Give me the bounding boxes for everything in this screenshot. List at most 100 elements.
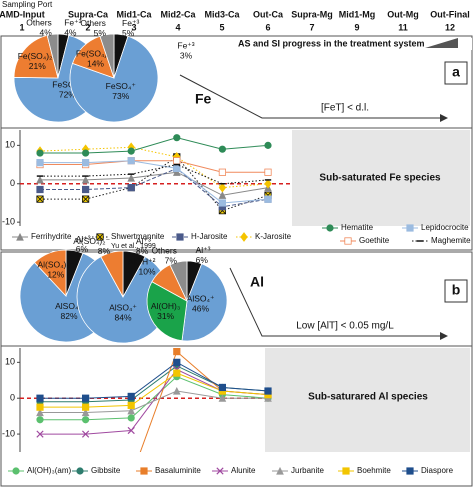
- legend-label: Shwertmannite: [111, 232, 165, 241]
- series-line: [40, 361, 269, 399]
- marker: [82, 416, 90, 424]
- slice-name: Al(SO₄)₂⁻: [73, 236, 110, 246]
- port-number: 4: [175, 22, 180, 32]
- marker: [218, 199, 226, 207]
- marker: [36, 403, 44, 411]
- marker: [36, 408, 44, 417]
- marker: [36, 430, 44, 438]
- marker: [172, 386, 181, 395]
- marker: [76, 467, 84, 475]
- marker: [173, 164, 181, 172]
- slice-name: Al⁺³: [196, 245, 211, 255]
- legend-label: Alunite: [231, 466, 256, 475]
- extra-value: 3%: [180, 50, 193, 60]
- slice-value: 84%: [114, 312, 131, 322]
- plot-area: [36, 348, 272, 452]
- plot-area: [36, 134, 272, 215]
- marker: [82, 403, 90, 411]
- slice-name: AlSO₄⁺: [55, 301, 83, 311]
- threshold-note: Low [AlT] < 0.05 mg/L: [296, 321, 394, 332]
- slice-name: FeSO₄⁺: [106, 81, 137, 91]
- legend-label: Maghemite: [431, 236, 471, 245]
- slice-name: Others: [151, 245, 177, 255]
- slice-name: AlOH⁺²: [128, 257, 156, 267]
- pie-slice: [100, 250, 124, 298]
- slice-value: 46%: [192, 304, 209, 314]
- marker: [140, 467, 148, 475]
- port-number: 3: [131, 22, 136, 32]
- trend-arrow: [179, 74, 440, 119]
- marker: [264, 195, 272, 203]
- arrow-head: [440, 114, 448, 122]
- panel-label-box: [444, 61, 468, 85]
- port-name: Mid3-Ca: [204, 9, 240, 19]
- marker: [36, 175, 44, 184]
- legend-label: Basaluminite: [155, 466, 201, 475]
- marker: [218, 191, 227, 199]
- marker: [218, 168, 226, 176]
- y-tick-label: -10: [2, 217, 15, 227]
- legend-label: Goethite: [359, 236, 390, 245]
- marker: [36, 394, 44, 402]
- sampling-port-label: Sampling Port: [2, 0, 53, 9]
- pie-slice: [46, 33, 59, 79]
- marker: [173, 369, 181, 377]
- port-number: 1: [19, 22, 24, 32]
- port-name: Mid2-Ca: [160, 9, 196, 19]
- banner-bg: [225, 38, 472, 50]
- slice-value: 8%: [98, 246, 111, 256]
- slice-value: 4%: [64, 28, 77, 38]
- pie-slice: [146, 281, 188, 342]
- port-number: 9: [354, 22, 359, 32]
- pie-slice: [69, 35, 159, 123]
- marker: [127, 183, 135, 192]
- marker: [264, 178, 272, 189]
- marker: [344, 237, 352, 245]
- slice-value: 8%: [136, 246, 149, 256]
- port-name: Supra-Mg: [291, 9, 333, 19]
- pie-slice: [181, 263, 228, 342]
- slice-value: 12%: [47, 270, 64, 280]
- legend-label: Al(OH)₃(am): [27, 466, 71, 475]
- slice-name: Al⁺³: [76, 234, 91, 244]
- slice-name: Al(OH)₃: [151, 301, 180, 311]
- port-number: 2: [85, 22, 90, 32]
- legend-label: Ferrihydrite: [31, 232, 72, 241]
- marker: [82, 394, 90, 402]
- slice-value: 4%: [39, 28, 52, 38]
- marker: [342, 467, 350, 475]
- y-tick-label: 10: [5, 357, 15, 367]
- element-label: Al: [250, 274, 264, 290]
- slice-value: 5%: [122, 28, 135, 38]
- slice-value: 6%: [76, 244, 89, 254]
- panel-label: b: [452, 282, 461, 298]
- marker: [127, 392, 135, 401]
- series-line: [40, 171, 269, 196]
- y-tick-label: 10: [5, 140, 15, 150]
- marker: [218, 383, 226, 392]
- slice-value: 14%: [87, 58, 104, 68]
- slice-value: 72%: [59, 89, 76, 99]
- y-tick-label: 0: [10, 178, 15, 188]
- marker: [36, 416, 44, 424]
- marker: [12, 467, 20, 475]
- slice-value: 73%: [112, 91, 129, 101]
- port-name: Out-Final: [430, 9, 470, 19]
- slice-name: FeSO₄⁺: [52, 79, 83, 89]
- port-name: Supra-Ca: [68, 9, 109, 19]
- y-tick-label: 0: [10, 393, 15, 403]
- marker: [127, 426, 135, 435]
- port-number: 12: [445, 22, 455, 32]
- marker: [127, 406, 136, 415]
- series-line: [40, 167, 269, 208]
- marker: [172, 168, 181, 176]
- port-name: Mid1-Mg: [339, 9, 376, 19]
- panel-label-box: [444, 279, 468, 303]
- marker: [240, 232, 248, 242]
- port-number: 5: [219, 22, 224, 32]
- marker: [218, 145, 226, 153]
- marker: [264, 141, 272, 149]
- region-label: Sub-saturared Al species: [308, 392, 428, 403]
- series-line: [39, 146, 269, 189]
- marker-cross: [96, 233, 104, 241]
